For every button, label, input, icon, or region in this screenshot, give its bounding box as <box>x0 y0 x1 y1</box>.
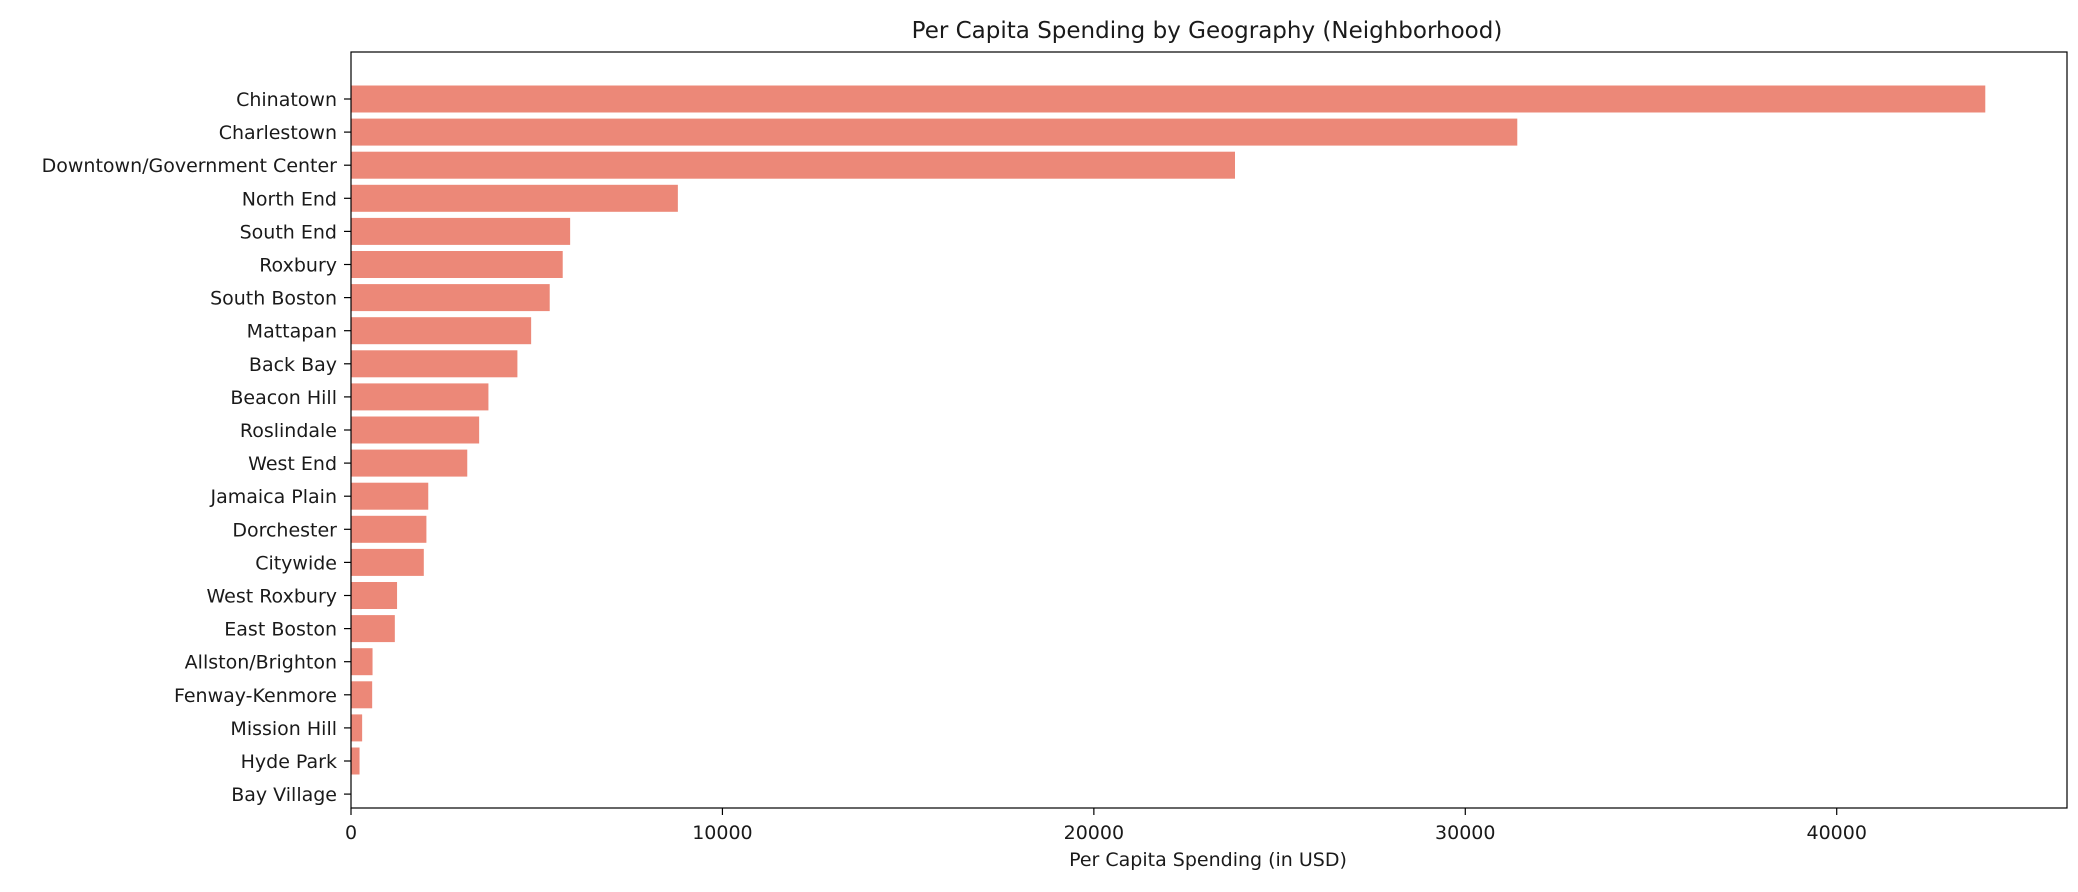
bar-hyde-park <box>351 747 360 775</box>
bar-chinatown <box>351 85 1986 113</box>
bar-mattapan <box>351 317 532 345</box>
bar-north-end <box>351 184 678 212</box>
y-tick-label: Beacon Hill <box>230 387 337 409</box>
plot-frame <box>350 51 2068 809</box>
x-tick-label: 30000 <box>1435 822 1495 844</box>
y-tick-label: Fenway-Kenmore <box>174 685 337 707</box>
y-tick-label: Allston/Brighton <box>185 652 337 674</box>
bar-dorchester <box>351 515 427 543</box>
x-tick-label: 40000 <box>1806 822 1866 844</box>
y-tick-label: South End <box>240 221 337 243</box>
y-tick-label: Mission Hill <box>230 718 337 740</box>
chart-title: Per Capita Spending by Geography (Neighb… <box>912 18 1503 44</box>
y-tick-label: South Boston <box>210 288 337 310</box>
y-tick-label: Jamaica Plain <box>209 486 337 508</box>
y-axis: Chinatown Charlestown Downtown/Government … <box>42 89 351 806</box>
bar-beacon-hill <box>351 383 489 411</box>
y-tick-label: Back Bay <box>249 354 337 376</box>
x-tick-label: 0 <box>345 822 357 844</box>
bar-mission-hill <box>351 714 363 742</box>
bar-roxbury <box>351 251 563 278</box>
bar-fenway-kenmore <box>351 681 373 709</box>
x-axis: 0 10000 20000 30000 40000 <box>345 808 1867 844</box>
y-tick-label: Roxbury <box>259 255 337 277</box>
bar-west-roxbury <box>351 582 398 609</box>
y-tick-label: West End <box>248 453 337 475</box>
bar-allston-brighton <box>351 648 373 676</box>
y-tick-label: Dorchester <box>232 519 337 541</box>
bar-east-boston <box>351 615 395 643</box>
y-tick-label: East Boston <box>224 619 337 641</box>
bar-charlestown <box>351 118 1518 146</box>
bar-citywide <box>351 548 424 576</box>
bars-layer <box>351 85 1986 775</box>
y-tick-label: Downtown/Government Center <box>42 155 338 177</box>
y-tick-label: Roslindale <box>240 420 337 442</box>
y-tick-label: Hyde Park <box>241 751 337 773</box>
x-axis-label: Per Capita Spending (in USD) <box>1069 849 1347 871</box>
bar-jamaica-plain <box>351 482 429 510</box>
y-tick-label: North End <box>242 188 337 210</box>
bar-south-boston <box>351 284 550 312</box>
bar-south-end <box>351 217 571 245</box>
bar-downtown-government-center <box>351 151 1235 179</box>
x-tick-label: 20000 <box>1064 822 1124 844</box>
bar-west-end <box>351 449 468 477</box>
y-tick-label: Citywide <box>255 552 337 574</box>
bar-back-bay <box>351 350 518 378</box>
y-tick-label: West Roxbury <box>206 586 337 608</box>
y-tick-label: Charlestown <box>219 122 337 144</box>
y-tick-label: Mattapan <box>247 321 337 343</box>
x-tick-label: 10000 <box>692 822 752 844</box>
y-tick-label: Bay Village <box>231 784 337 806</box>
y-tick-label: Chinatown <box>236 89 337 111</box>
bar-roslindale <box>351 416 480 444</box>
